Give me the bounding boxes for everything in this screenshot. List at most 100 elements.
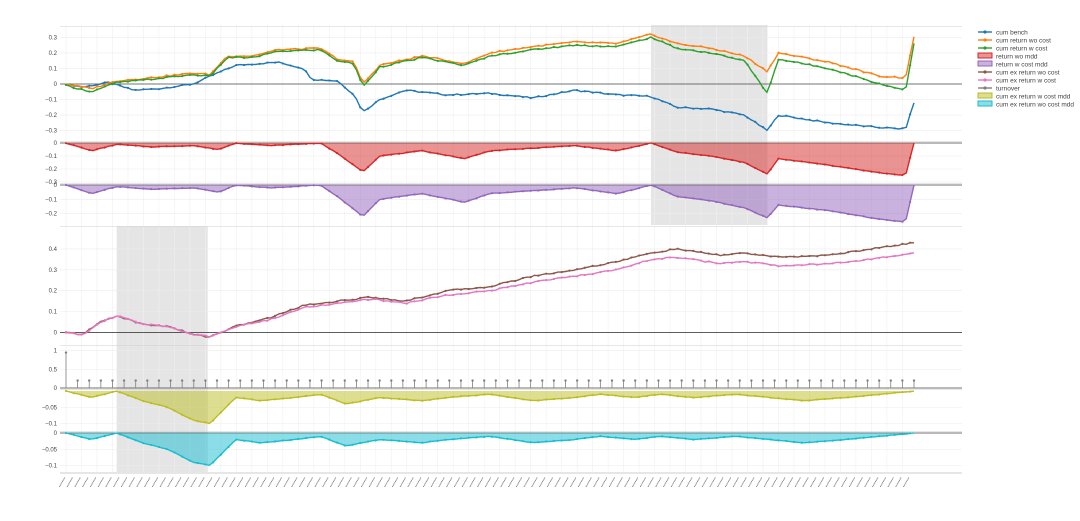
area-fill [66,185,914,222]
turnover-point [726,379,730,382]
data-point [591,146,594,150]
legend-item[interactable]: return wo mdd [977,52,1038,60]
data-point [134,79,137,82]
data-point [730,56,734,59]
data-point [692,258,695,261]
x-tick-label: •••••••• [653,475,663,488]
data-point [343,86,346,89]
turnover-point [88,379,91,382]
data-point [436,292,439,295]
data-point [769,255,772,258]
x-tick-label: •••••••• [158,475,168,488]
series-cum-ex-return-wo-cost-mdd [64,431,915,467]
x-tick-label: •••••••• [785,475,795,488]
data-point [312,184,315,187]
y-tick-label: 0 [54,386,58,392]
data-point [250,398,253,401]
data-point [289,185,292,188]
data-point [591,394,594,397]
data-point [576,40,579,43]
x-tick-label: •••••••• [413,475,423,488]
data-point [103,83,106,86]
data-point [622,191,625,194]
y-tick-label: −0.1 [45,197,58,203]
x-tick-label: •••••••• [553,475,563,488]
data-point [622,258,625,261]
data-point [537,95,540,98]
data-point [676,195,679,198]
data-point [165,405,168,409]
legend-item[interactable]: cum ex return w cost [978,77,1056,84]
data-point [645,38,648,41]
data-point [243,142,246,145]
x-tick-label: •••••••• [460,475,470,488]
data-point [599,45,602,48]
data-point [699,250,703,253]
x-tick-label: •••••••• [560,475,570,488]
turnover-point [250,379,254,382]
data-point [444,438,447,441]
data-point [707,47,710,50]
data-point [901,220,904,223]
turnover-point [424,379,428,382]
data-point [537,399,540,402]
data-point [769,396,772,399]
data-point [637,36,641,39]
legend-label: return w cost mdd [996,61,1048,68]
data-point [390,63,393,66]
data-point [607,148,610,151]
data-point [684,249,687,252]
data-point [769,438,772,441]
data-point [885,392,888,395]
data-point [506,49,509,52]
data-point [227,67,230,70]
data-point [219,190,222,193]
data-point [119,315,122,318]
legend-item[interactable]: cum ex return wo cost [978,69,1060,76]
data-point [545,43,548,46]
data-point [165,325,168,328]
data-point [483,435,486,438]
data-point [707,395,710,398]
data-point [854,259,858,263]
data-point [529,46,532,49]
data-point [227,403,230,406]
legend-item[interactable]: cum ex return w cost mdd [977,92,1071,100]
legend-item[interactable]: cum return wo cost [978,37,1051,44]
turnover-point [157,379,161,382]
data-point [475,436,478,439]
data-point [227,445,230,448]
data-point [266,186,269,189]
data-point [351,298,354,301]
data-point [273,186,277,189]
data-point [273,61,277,64]
data-point [490,92,494,96]
data-point [785,158,788,161]
data-point [591,45,594,48]
turnover-point [239,379,242,382]
data-point [761,67,765,70]
data-point [792,264,796,267]
data-point [521,46,525,50]
legend-item[interactable]: return w cost mdd [977,60,1048,68]
data-point [661,40,664,43]
legend-item[interactable]: cum bench [978,29,1028,36]
data-point [560,90,563,94]
data-point [119,185,122,189]
data-point [560,145,563,148]
data-point [699,45,703,48]
data-point [576,187,579,190]
data-point [413,441,416,444]
data-point [715,253,718,256]
legend-item[interactable]: turnover [978,85,1021,92]
data-point [80,146,83,149]
legend-item[interactable]: cum return w cost [978,45,1047,52]
data-point [312,436,315,439]
data-point [444,293,447,296]
data-point [661,435,664,438]
data-point [111,432,114,436]
data-point [243,56,246,60]
legend-item[interactable]: cum ex return wo cost mdd [977,100,1074,108]
x-tick-label: •••••••• [142,475,152,488]
data-point [893,391,896,394]
